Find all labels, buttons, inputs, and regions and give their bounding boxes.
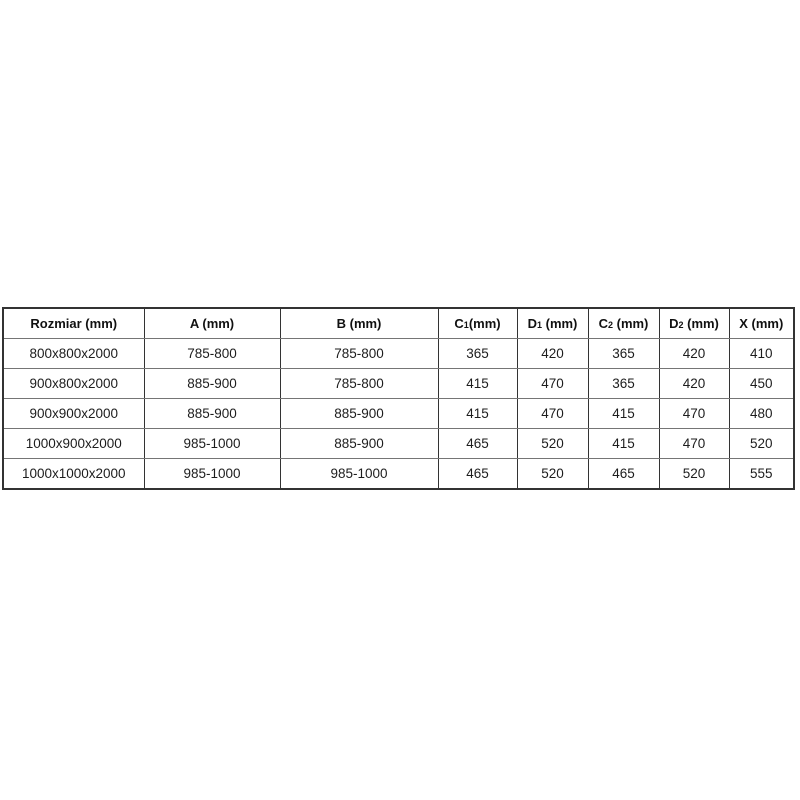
- col-header-rozmiar: Rozmiar (mm): [2, 307, 145, 339]
- header-row: Rozmiar (mm) A (mm) B (mm) C1(mm) D1 (mm…: [2, 307, 795, 339]
- size-spec-table-wrap: Rozmiar (mm) A (mm) B (mm) C1(mm) D1 (mm…: [2, 307, 795, 490]
- cell-d1: 470: [516, 398, 589, 429]
- cell-x: 480: [728, 398, 795, 429]
- cell-c2: 365: [587, 368, 660, 399]
- cell-c2: 465: [587, 458, 660, 490]
- table-row: 1000x1000x2000 985-1000 985-1000 465 520…: [2, 458, 795, 490]
- cell-d1: 520: [516, 428, 589, 459]
- cell-x: 450: [728, 368, 795, 399]
- cell-d1: 420: [516, 338, 589, 369]
- col-header-d1: D1 (mm): [516, 307, 589, 339]
- size-spec-table: Rozmiar (mm) A (mm) B (mm) C1(mm) D1 (mm…: [2, 307, 795, 490]
- cell-size: 1000x1000x2000: [2, 458, 145, 490]
- cell-b: 785-800: [279, 368, 439, 399]
- cell-d2: 470: [658, 428, 730, 459]
- col-header-c2: C2 (mm): [587, 307, 660, 339]
- cell-a: 785-800: [143, 338, 281, 369]
- cell-x: 555: [728, 458, 795, 490]
- cell-c2: 415: [587, 398, 660, 429]
- cell-b: 885-900: [279, 398, 439, 429]
- cell-c2: 365: [587, 338, 660, 369]
- cell-c1: 365: [437, 338, 518, 369]
- table-row: 1000x900x2000 985-1000 885-900 465 520 4…: [2, 428, 795, 459]
- cell-c1: 465: [437, 458, 518, 490]
- cell-size: 900x900x2000: [2, 398, 145, 429]
- cell-d2: 470: [658, 398, 730, 429]
- cell-d1: 470: [516, 368, 589, 399]
- cell-c2: 415: [587, 428, 660, 459]
- table-row: 900x900x2000 885-900 885-900 415 470 415…: [2, 398, 795, 429]
- cell-a: 885-900: [143, 398, 281, 429]
- cell-size: 1000x900x2000: [2, 428, 145, 459]
- cell-size: 800x800x2000: [2, 338, 145, 369]
- table-row: 800x800x2000 785-800 785-800 365 420 365…: [2, 338, 795, 369]
- cell-d2: 420: [658, 338, 730, 369]
- col-header-a: A (mm): [143, 307, 281, 339]
- cell-a: 985-1000: [143, 428, 281, 459]
- cell-x: 410: [728, 338, 795, 369]
- cell-c1: 415: [437, 368, 518, 399]
- cell-x: 520: [728, 428, 795, 459]
- col-header-d2: D2 (mm): [658, 307, 730, 339]
- cell-d1: 520: [516, 458, 589, 490]
- cell-b: 985-1000: [279, 458, 439, 490]
- col-header-b: B (mm): [279, 307, 439, 339]
- table-row: 900x800x2000 885-900 785-800 415 470 365…: [2, 368, 795, 399]
- cell-a: 885-900: [143, 368, 281, 399]
- cell-c1: 465: [437, 428, 518, 459]
- cell-a: 985-1000: [143, 458, 281, 490]
- cell-b: 785-800: [279, 338, 439, 369]
- cell-b: 885-900: [279, 428, 439, 459]
- col-header-x: X (mm): [728, 307, 795, 339]
- col-header-c1: C1(mm): [437, 307, 518, 339]
- cell-d2: 420: [658, 368, 730, 399]
- cell-c1: 415: [437, 398, 518, 429]
- cell-size: 900x800x2000: [2, 368, 145, 399]
- cell-d2: 520: [658, 458, 730, 490]
